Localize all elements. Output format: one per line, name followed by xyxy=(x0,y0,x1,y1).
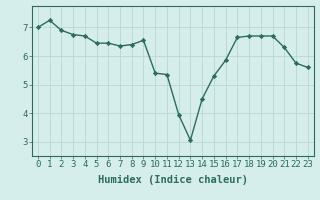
X-axis label: Humidex (Indice chaleur): Humidex (Indice chaleur) xyxy=(98,175,248,185)
